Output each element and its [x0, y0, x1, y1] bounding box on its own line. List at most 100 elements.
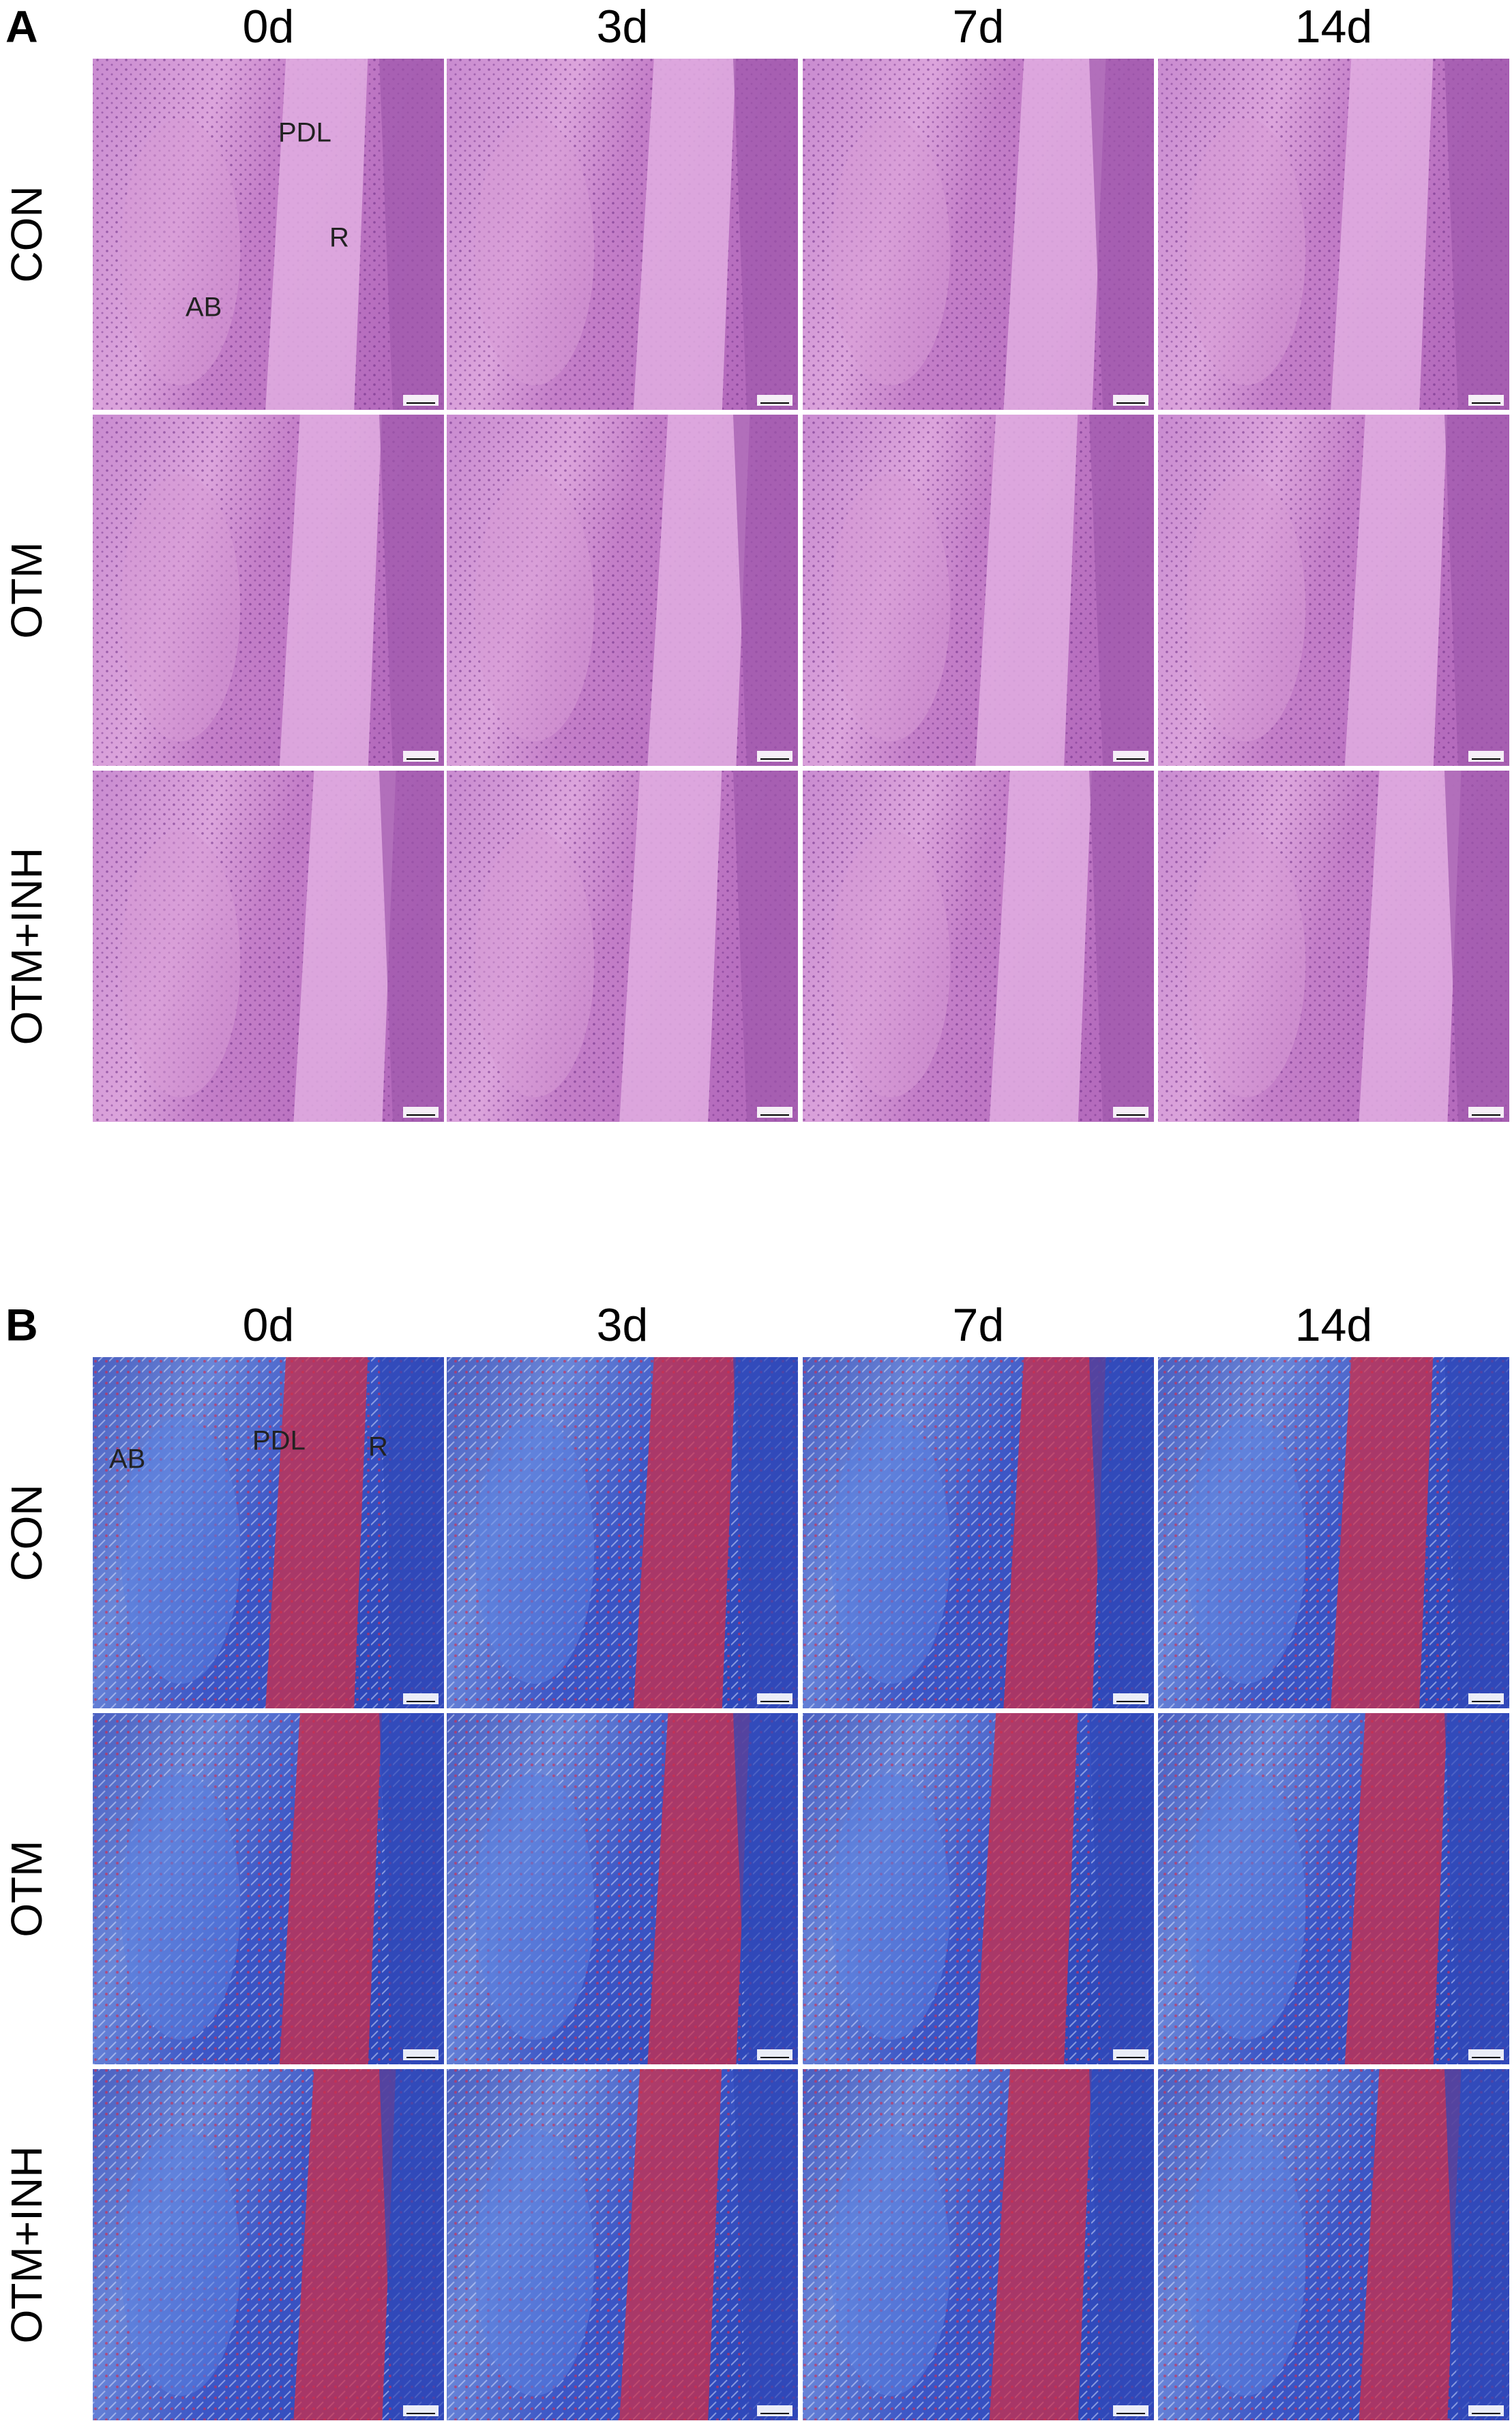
pulp-band: [379, 2069, 444, 2420]
root-band: [647, 415, 750, 766]
pulp-band: [1089, 1357, 1154, 1708]
pulp-band: [1444, 415, 1509, 766]
pulp-band: [1089, 771, 1154, 1122]
root-band: [619, 771, 722, 1122]
scale-bar-box: [757, 751, 792, 762]
pulp-band: [1444, 59, 1509, 410]
pulp-band: [733, 771, 798, 1122]
pulp-band: [733, 2069, 798, 2420]
root-band: [1003, 1357, 1106, 1708]
pulp-band: [1089, 1713, 1154, 2064]
pulp-band: [379, 1357, 444, 1708]
micrograph: [93, 771, 444, 1122]
root-band: [1359, 2069, 1462, 2420]
row-label: OTM: [2, 541, 51, 638]
bone-region: [831, 1772, 951, 2040]
scale-bar-box: [403, 1693, 439, 1704]
pulp-band: [1089, 2069, 1154, 2420]
root-band: [1331, 1357, 1434, 1708]
bone-region: [831, 830, 951, 1097]
scale-bar-box: [403, 2049, 439, 2060]
scale-bar-box: [1468, 751, 1504, 762]
bone-region: [475, 2128, 595, 2396]
bone-region: [475, 118, 595, 385]
pulp-band: [733, 1713, 798, 2064]
scale-bar-box: [1468, 2049, 1504, 2060]
root-band: [265, 1357, 368, 1708]
column-header: 14d: [1295, 1299, 1372, 1351]
bone-region: [121, 2128, 241, 2396]
bone-region: [121, 1416, 241, 1684]
bone-region: [1186, 830, 1306, 1097]
row-label: CON: [2, 185, 51, 282]
pulp-band: [1444, 1713, 1509, 2064]
pulp-band: [733, 59, 798, 410]
root-band: [1344, 1713, 1447, 2064]
scale-bar-box: [1468, 395, 1504, 406]
root-band: [1331, 59, 1434, 410]
scale-bar-box: [1113, 2405, 1148, 2416]
scale-bar-box: [1113, 1693, 1148, 1704]
micrograph: [803, 2069, 1154, 2420]
pulp-band: [733, 415, 798, 766]
column-header: 14d: [1295, 1, 1372, 53]
bone-region: [121, 118, 241, 385]
pulp-band: [1089, 415, 1154, 766]
bone-region: [121, 474, 241, 741]
scale-bar-box: [1113, 2049, 1148, 2060]
root-band: [633, 59, 736, 410]
pulp-band: [1444, 1357, 1509, 1708]
annotation: PDL: [278, 118, 331, 148]
root-band: [647, 1713, 750, 2064]
bone-region: [831, 1416, 951, 1684]
micrograph: [1158, 2069, 1509, 2420]
annotation: AB: [186, 293, 222, 323]
pulp-band: [379, 1713, 444, 2064]
micrograph: [447, 1357, 798, 1708]
micrograph: [803, 771, 1154, 1122]
bone-region: [1186, 2128, 1306, 2396]
column-header: 0d: [243, 1, 295, 53]
scale-bar-box: [1468, 1693, 1504, 1704]
pulp-band: [1444, 771, 1509, 1122]
scale-bar-box: [757, 1693, 792, 1704]
scale-bar-box: [403, 2405, 439, 2416]
bone-region: [831, 474, 951, 741]
column-header: 7d: [953, 1, 1005, 53]
root-band: [1344, 415, 1447, 766]
pulp-band: [733, 1357, 798, 1708]
root-band: [293, 2069, 396, 2420]
micrograph: [93, 59, 444, 410]
micrograph: [93, 415, 444, 766]
root-band: [293, 771, 396, 1122]
bone-region: [475, 1772, 595, 2040]
pulp-band: [1089, 59, 1154, 410]
root-band: [989, 771, 1092, 1122]
bone-region: [475, 474, 595, 741]
scale-bar-box: [403, 751, 439, 762]
micrograph: [93, 1357, 444, 1708]
bone-region: [831, 2128, 951, 2396]
row-label: OTM+INH: [2, 848, 51, 1045]
micrograph: [1158, 1713, 1509, 2064]
micrograph: [1158, 415, 1509, 766]
root-band: [633, 1357, 736, 1708]
micrograph: [447, 59, 798, 410]
scale-bar-box: [1113, 395, 1148, 406]
scale-bar-box: [757, 2049, 792, 2060]
annotation: PDL: [252, 1426, 306, 1456]
column-header: 7d: [953, 1299, 1005, 1351]
bone-region: [121, 1772, 241, 2040]
row-label: OTM+INH: [2, 2146, 51, 2344]
pulp-band: [379, 771, 444, 1122]
column-header: 3d: [597, 1, 649, 53]
annotation: AB: [109, 1444, 145, 1474]
scale-bar-box: [403, 395, 439, 406]
column-header: 0d: [243, 1299, 295, 1351]
micrograph: [93, 1713, 444, 2064]
scale-bar-box: [1113, 1107, 1148, 1118]
micrograph: [803, 415, 1154, 766]
scale-bar-box: [757, 395, 792, 406]
micrograph: [1158, 59, 1509, 410]
